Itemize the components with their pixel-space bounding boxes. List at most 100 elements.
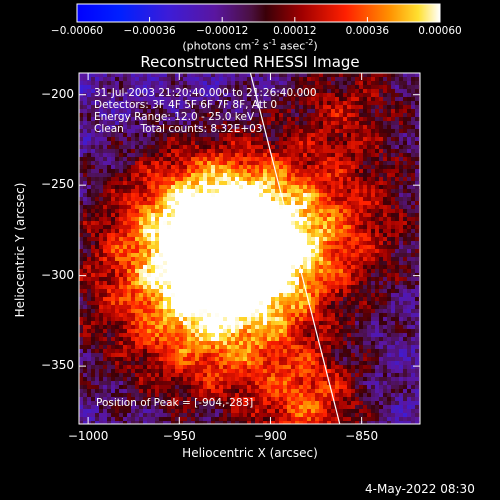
heatmap-cell: [91, 213, 96, 218]
heatmap-cell: [131, 245, 136, 250]
heatmap-cell: [219, 101, 224, 106]
heatmap-cell: [123, 221, 128, 226]
heatmap-cell: [183, 101, 188, 106]
heatmap-cell: [359, 277, 364, 282]
heatmap-cell: [323, 181, 328, 186]
heatmap-cell: [167, 253, 172, 258]
heatmap-cell: [375, 93, 380, 98]
heatmap-cell: [167, 197, 172, 202]
heatmap-cell: [115, 285, 120, 290]
heatmap-cell: [331, 277, 336, 282]
heatmap-cell: [211, 285, 216, 290]
heatmap-cell: [199, 253, 204, 258]
heatmap-cell: [279, 209, 284, 214]
heatmap-cell: [119, 169, 124, 174]
heatmap-cell: [247, 221, 252, 226]
heatmap-cell: [187, 153, 192, 158]
heatmap-cell: [175, 85, 180, 90]
heatmap-cell: [179, 285, 184, 290]
heatmap-cell: [123, 105, 128, 110]
heatmap-cell: [87, 197, 92, 202]
heatmap-cell: [339, 269, 344, 274]
heatmap-cell: [231, 205, 236, 210]
heatmap-cell: [111, 105, 116, 110]
heatmap-cell: [119, 253, 124, 258]
heatmap-cell: [227, 141, 232, 146]
heatmap-cell: [215, 169, 220, 174]
heatmap-cell: [147, 149, 152, 154]
heatmap-cell: [391, 81, 396, 86]
heatmap-cell: [243, 121, 248, 126]
heatmap-cell: [251, 177, 256, 182]
heatmap-cell: [251, 93, 256, 98]
heatmap-cell: [383, 237, 388, 242]
heatmap-cell: [79, 133, 84, 138]
heatmap-cell: [79, 161, 84, 166]
heatmap-cell: [87, 117, 92, 122]
heatmap-cell: [319, 149, 324, 154]
heatmap-cell: [83, 265, 88, 270]
heatmap-cell: [331, 205, 336, 210]
heatmap-cell: [167, 161, 172, 166]
heatmap-cell: [303, 237, 308, 242]
heatmap-cell: [227, 281, 232, 286]
heatmap-cell: [267, 149, 272, 154]
heatmap-cell: [235, 141, 240, 146]
heatmap-cell: [195, 249, 200, 254]
heatmap-cell: [207, 213, 212, 218]
heatmap-cell: [239, 109, 244, 114]
heatmap-cell: [395, 221, 400, 226]
heatmap-cell: [311, 125, 316, 130]
heatmap-cell: [243, 93, 248, 98]
heatmap-cell: [203, 193, 208, 198]
heatmap-cell: [343, 101, 348, 106]
heatmap-cell: [95, 169, 100, 174]
heatmap-cell: [339, 209, 344, 214]
heatmap-cell: [203, 221, 208, 226]
heatmap-cell: [223, 121, 228, 126]
heatmap-cell: [295, 133, 300, 138]
heatmap-cell: [383, 293, 388, 298]
heatmap-cell: [375, 201, 380, 206]
heatmap-cell: [383, 89, 388, 94]
heatmap-cell: [207, 93, 212, 98]
heatmap-cell: [311, 157, 316, 162]
heatmap-cell: [275, 185, 280, 190]
heatmap-cell: [267, 169, 272, 174]
heatmap-cell: [283, 161, 288, 166]
heatmap-cell: [91, 285, 96, 290]
heatmap-cell: [139, 145, 144, 150]
heatmap-cell: [287, 237, 292, 242]
heatmap-cell: [231, 273, 236, 278]
heatmap-cell: [247, 185, 252, 190]
heatmap-cell: [83, 177, 88, 182]
heatmap-cell: [127, 289, 132, 294]
heatmap-cell: [151, 105, 156, 110]
heatmap-cell: [279, 301, 284, 306]
heatmap-cell: [299, 265, 304, 270]
heatmap-cell: [123, 205, 128, 210]
heatmap-cell: [175, 205, 180, 210]
heatmap-cell: [115, 237, 120, 242]
heatmap-cell: [355, 277, 360, 282]
heatmap-cell: [371, 153, 376, 158]
heatmap-cell: [263, 249, 268, 254]
heatmap-cell: [267, 217, 272, 222]
heatmap-cell: [107, 145, 112, 150]
heatmap-cell: [271, 169, 276, 174]
heatmap-cell: [91, 157, 96, 162]
heatmap-cell: [375, 225, 380, 230]
heatmap-cell: [299, 285, 304, 290]
heatmap-cell: [407, 265, 412, 270]
heatmap-cell: [399, 257, 404, 262]
heatmap-cell: [151, 217, 156, 222]
heatmap-cell: [279, 229, 284, 234]
heatmap-cell: [291, 293, 296, 298]
heatmap-cell: [327, 97, 332, 102]
heatmap-cell: [279, 221, 284, 226]
heatmap-cell: [315, 149, 320, 154]
heatmap-cell: [123, 197, 128, 202]
heatmap-cell: [167, 229, 172, 234]
heatmap-cell: [407, 229, 412, 234]
heatmap-cell: [311, 149, 316, 154]
